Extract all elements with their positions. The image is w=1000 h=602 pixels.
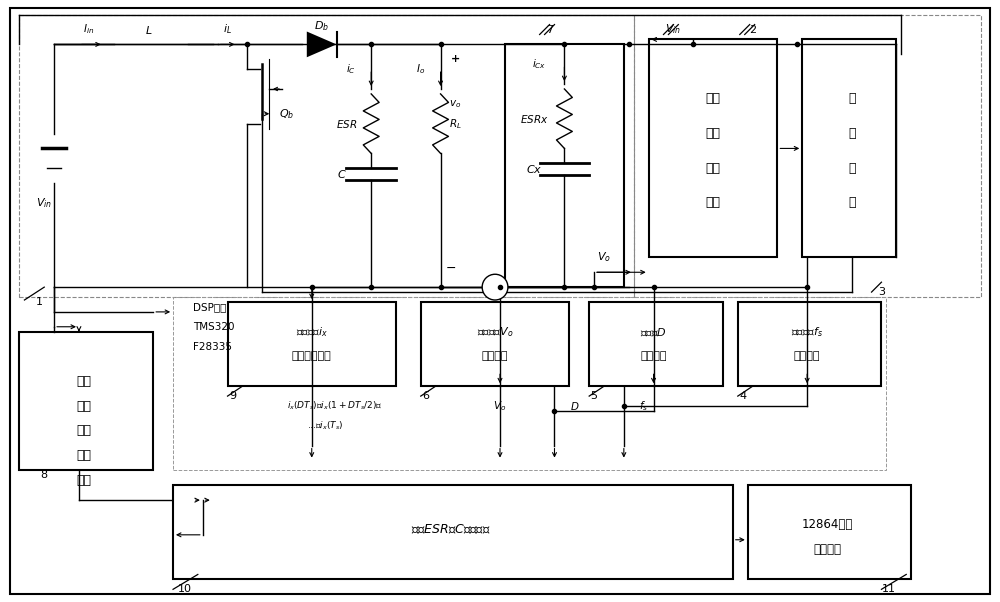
- Text: 驅: 驅: [848, 92, 855, 105]
- Text: F28335: F28335: [193, 341, 232, 352]
- Text: $I_o$: $I_o$: [416, 62, 425, 76]
- Text: 隔离: 隔离: [76, 424, 91, 437]
- Text: 5: 5: [591, 391, 598, 401]
- Text: $V_{in}$: $V_{in}$: [36, 196, 52, 210]
- Text: 電路: 電路: [706, 127, 721, 140]
- Text: 9: 9: [229, 391, 236, 401]
- Text: 路: 路: [848, 196, 855, 209]
- Text: 触发采样单元: 触发采样单元: [292, 352, 332, 361]
- Text: 11: 11: [881, 585, 895, 594]
- Bar: [589, 302, 723, 386]
- Text: 电容电流$i_x$: 电容电流$i_x$: [296, 325, 328, 338]
- Text: 放大: 放大: [76, 449, 91, 462]
- Bar: [802, 40, 896, 258]
- Text: $V_o$: $V_o$: [597, 250, 611, 264]
- Text: 電: 電: [848, 162, 855, 175]
- Bar: [173, 297, 886, 470]
- Text: $ESR$: $ESR$: [336, 117, 357, 129]
- Text: 功率: 功率: [706, 92, 721, 105]
- Text: $i_x(DT_s)$、$i_x(1+DT_s/2)$、: $i_x(DT_s)$、$i_x(1+DT_s/2)$、: [287, 400, 382, 412]
- Text: 單元: 單元: [706, 196, 721, 209]
- Text: 占空比$D$: 占空比$D$: [640, 326, 667, 338]
- Text: 控制: 控制: [706, 162, 721, 175]
- Text: 电流: 电流: [76, 375, 91, 388]
- Text: DSP芯片: DSP芯片: [193, 302, 226, 312]
- Text: $V_{in}$: $V_{in}$: [665, 23, 681, 37]
- Text: $I_{in}$: $I_{in}$: [83, 23, 94, 37]
- Bar: [19, 332, 153, 470]
- Text: 8: 8: [41, 470, 48, 480]
- Text: +: +: [451, 54, 460, 64]
- Text: $C$: $C$: [337, 168, 346, 180]
- Text: TMS320: TMS320: [193, 321, 234, 332]
- Text: 6: 6: [422, 391, 429, 401]
- Text: 开关频率$f_s$: 开关频率$f_s$: [791, 325, 823, 338]
- Text: 1: 1: [36, 297, 43, 307]
- Circle shape: [482, 275, 508, 300]
- Text: 互感: 互感: [76, 400, 91, 412]
- Text: 10: 10: [178, 585, 192, 594]
- Text: $R_L$: $R_L$: [449, 117, 462, 131]
- Text: 12864液晶: 12864液晶: [801, 518, 853, 532]
- Text: 计算单元: 计算单元: [640, 352, 667, 361]
- Text: ...、$i_x(T_s)$: ...、$i_x(T_s)$: [307, 420, 344, 432]
- Text: 电容$ESR$、$C$计算单元: 电容$ESR$、$C$计算单元: [411, 523, 490, 536]
- Text: $v_o$: $v_o$: [449, 98, 462, 110]
- Polygon shape: [307, 31, 337, 57]
- Text: 单元: 单元: [76, 474, 91, 487]
- Text: $i_C$: $i_C$: [346, 62, 356, 76]
- Text: $-$: $-$: [445, 261, 456, 274]
- Bar: [748, 485, 911, 579]
- Text: 显示单元: 显示单元: [813, 543, 841, 556]
- Bar: [19, 14, 634, 297]
- Text: $Cx$: $Cx$: [526, 163, 543, 175]
- Text: $D_b$: $D_b$: [314, 20, 329, 34]
- Bar: [173, 485, 733, 579]
- Text: $Q_b$: $Q_b$: [279, 107, 295, 120]
- Text: $D$: $D$: [570, 400, 579, 412]
- Text: $i_{Cx}$: $i_{Cx}$: [532, 57, 547, 71]
- Text: 计算单元: 计算单元: [794, 352, 820, 361]
- Bar: [649, 40, 777, 258]
- Bar: [228, 302, 396, 386]
- Text: $L$: $L$: [145, 23, 152, 36]
- Bar: [738, 302, 881, 386]
- Text: $ESRx$: $ESRx$: [520, 113, 549, 125]
- Text: $i_L$: $i_L$: [223, 23, 232, 37]
- Bar: [634, 14, 981, 297]
- Text: $V_o$: $V_o$: [493, 399, 507, 413]
- Bar: [421, 302, 569, 386]
- Text: 2: 2: [749, 25, 756, 34]
- Text: 4: 4: [739, 391, 746, 401]
- Text: 3: 3: [878, 287, 885, 297]
- Text: 動: 動: [848, 127, 855, 140]
- Bar: [505, 45, 624, 287]
- Text: 7: 7: [546, 25, 553, 34]
- Text: $f_s$: $f_s$: [639, 399, 648, 413]
- Text: 采样单元: 采样单元: [482, 352, 508, 361]
- Text: 输出电压$V_o$: 输出电压$V_o$: [477, 325, 513, 338]
